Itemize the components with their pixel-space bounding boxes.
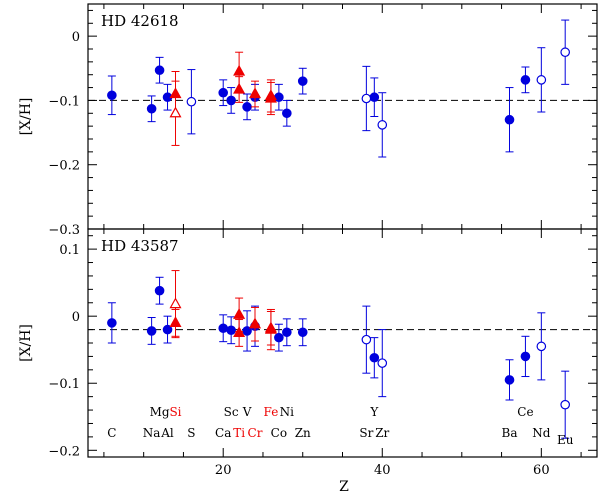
panel-hd-42618: 0 −0.1 −0.2 −0.3 [X/H] HD 42618 <box>18 3 598 238</box>
data-point-filled-circle <box>242 102 252 112</box>
panel-title: HD 42618 <box>101 12 179 30</box>
y-tick-label: 0.1 <box>59 243 80 258</box>
data-point-filled-circle <box>504 114 515 125</box>
data-point-open-circle <box>361 93 372 104</box>
data-point-filled-triangle <box>264 89 277 101</box>
data-point-filled-circle <box>520 351 531 362</box>
data-point-filled-circle <box>369 352 380 363</box>
data-point-filled-circle <box>282 108 292 119</box>
element-label: Fe <box>264 405 279 419</box>
data-point-filled-circle <box>282 327 292 338</box>
y-axis-label: [X/H] <box>18 98 34 136</box>
data-point-open-circle <box>361 334 372 345</box>
data-point-filled-triangle <box>248 317 262 329</box>
data-point-filled-triangle <box>248 87 262 99</box>
element-label: Y <box>369 405 379 419</box>
data-point-filled-circle <box>297 76 308 86</box>
data-point-filled-triangle <box>233 308 246 319</box>
data-point-filled-circle <box>369 92 380 103</box>
data-point-filled-circle <box>297 327 308 338</box>
data-point-open-circle <box>377 358 388 368</box>
element-label: Mg <box>150 405 170 419</box>
panel-hd-43587: 0.1 0 −0.1 −0.2 20 40 60 [X/H] HD 43587 C Na Mg Al Si… <box>18 228 598 478</box>
element-label: Cr <box>248 426 263 440</box>
y-tick-label: −0.2 <box>48 444 80 459</box>
panel-title: HD 43587 <box>101 237 179 255</box>
data-point-filled-circle <box>218 323 229 334</box>
data-point-filled-triangle <box>233 326 246 338</box>
element-label: Sc <box>224 405 239 419</box>
element-label: Si <box>169 405 181 419</box>
element-label: S <box>187 426 195 440</box>
element-label: Eu <box>557 433 574 447</box>
element-label: V <box>242 405 252 419</box>
element-label: Ca <box>215 426 231 440</box>
y-axis-label: [X/H] <box>18 324 34 362</box>
data-point-filled-circle <box>242 326 252 336</box>
data-point-open-circle <box>560 399 570 410</box>
data-point-filled-circle <box>274 332 284 343</box>
x-tick-label: 40 <box>374 463 391 478</box>
data-point-open-circle <box>536 341 547 352</box>
data-point-filled-circle <box>226 95 236 106</box>
element-label: Na <box>143 426 161 440</box>
element-label: Nd <box>532 426 551 440</box>
data-point-open-circle <box>536 75 547 85</box>
data-point-open-circle <box>560 47 570 58</box>
plot-frame <box>87 3 598 230</box>
element-label: C <box>107 426 116 440</box>
data-point-filled-triangle <box>233 82 246 94</box>
data-point-open-circle <box>377 120 388 130</box>
data-point-filled-circle <box>162 324 173 335</box>
y-tick-label: −0.1 <box>48 377 80 392</box>
y-tick-label: −0.1 <box>48 94 80 109</box>
y-tick-label: −0.3 <box>48 223 80 238</box>
data-point-filled-circle <box>504 375 515 385</box>
data-point-filled-triangle <box>233 64 246 76</box>
element-label: Ti <box>233 426 245 440</box>
element-label: Zr <box>375 426 389 440</box>
data-point-filled-circle <box>154 65 165 76</box>
element-label: Ce <box>517 405 533 419</box>
y-tick-label: −0.2 <box>48 159 80 174</box>
element-label: Sr <box>359 426 373 440</box>
x-axis-label: Z <box>339 479 349 495</box>
data-point-filled-circle <box>146 103 157 114</box>
element-label: Al <box>160 426 174 440</box>
data-point-open-triangle <box>169 297 182 309</box>
data-point-filled-circle <box>520 75 531 85</box>
element-label: Ni <box>280 405 295 419</box>
data-point-filled-circle <box>218 87 229 98</box>
data-point-filled-circle <box>226 325 236 336</box>
x-tick-label: 20 <box>215 463 232 478</box>
data-point-filled-circle <box>154 285 165 296</box>
data-point-filled-circle <box>274 92 284 103</box>
data-point-filled-triangle <box>264 322 277 334</box>
data-point-filled-circle <box>107 318 117 328</box>
data-point-open-circle <box>186 96 197 107</box>
y-tick-label: 0 <box>72 30 80 45</box>
element-label: Co <box>271 426 287 440</box>
y-tick-label: 0 <box>72 310 80 325</box>
element-label: Ba <box>502 426 518 440</box>
data-point-filled-circle <box>146 326 157 336</box>
x-tick-label: 60 <box>533 463 550 478</box>
element-label: Zn <box>295 426 311 440</box>
data-point-open-triangle <box>169 106 182 118</box>
data-point-filled-circle <box>107 90 117 101</box>
